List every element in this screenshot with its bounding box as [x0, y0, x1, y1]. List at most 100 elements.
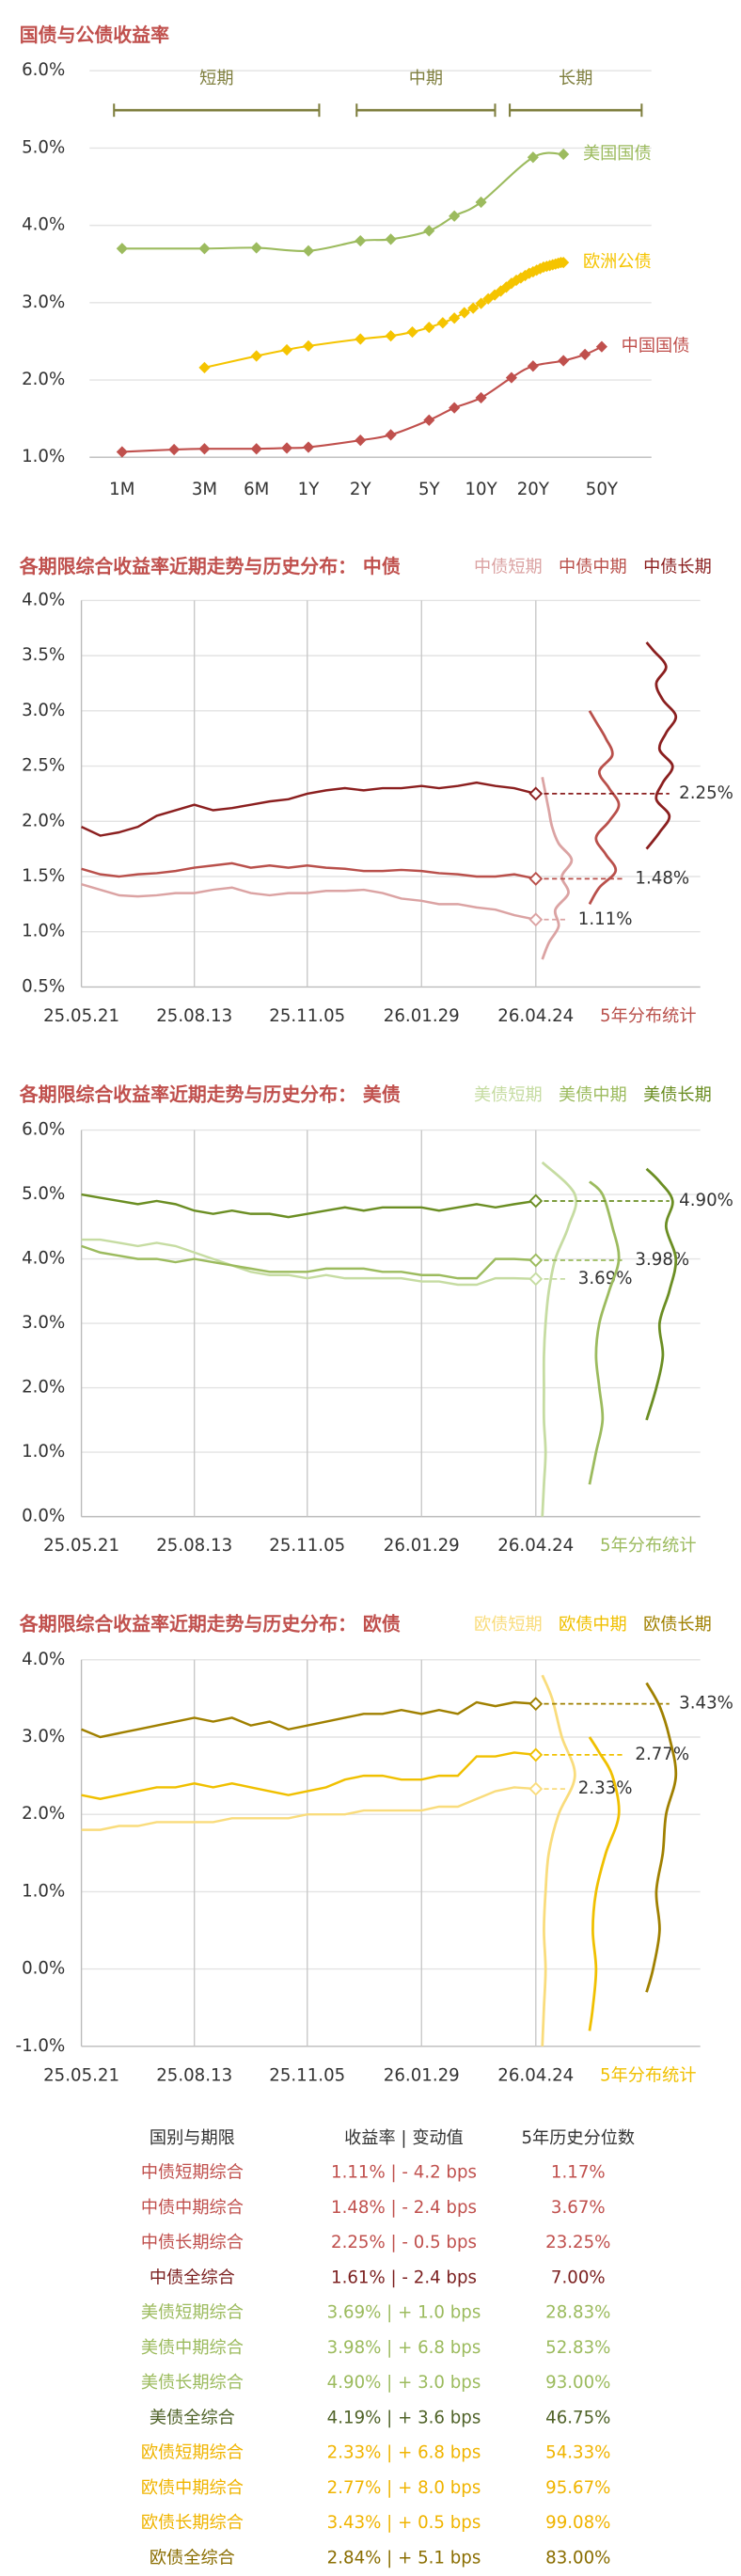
y-tick-label: 4.0% [22, 215, 65, 235]
point-marker [280, 343, 293, 356]
table-cell: 3.67% [551, 2198, 606, 2218]
x-tick-label: 3M [192, 480, 217, 499]
x-tick-label: 25.11.05 [269, 1006, 345, 1026]
table-cell: 95.67% [545, 2478, 610, 2498]
distribution-label: 5年分布统计 [600, 1536, 696, 1556]
legend-entry: 中债中期 [559, 557, 627, 577]
y-tick-label: 3.0% [22, 701, 65, 720]
point-marker [475, 391, 487, 404]
table-cell: 中债全综合 [150, 2268, 235, 2287]
x-tick-label: 10Y [465, 480, 497, 499]
point-marker [595, 340, 607, 353]
series-line [81, 1786, 536, 1831]
last-point-marker [528, 912, 544, 927]
y-tick-label: 0.5% [22, 976, 65, 996]
series-line [81, 861, 537, 880]
y-tick-label: -1.0% [16, 2036, 66, 2056]
legend-entry: 中债短期 [474, 557, 543, 577]
legend-entry: 欧债中期 [559, 1615, 627, 1635]
table-cell: 23.25% [545, 2233, 610, 2252]
last-point-marker [528, 1272, 544, 1287]
point-marker [385, 330, 397, 342]
table-cell: 2.33% | + 6.8 bps [327, 2442, 481, 2462]
point-marker [527, 360, 539, 372]
chart-title: 各期限综合收益率近期走势与历史分布： 欧债 [19, 1612, 401, 1635]
x-tick-label: 25.08.13 [156, 1006, 232, 1026]
y-tick-label: 3.0% [22, 1313, 65, 1333]
table-cell: 1.11% | - 4.2 bps [331, 2162, 477, 2182]
last-point-marker [528, 786, 544, 801]
y-tick-label: 4.0% [22, 590, 65, 609]
y-tick-label: 3.5% [22, 645, 65, 665]
distribution-curve [588, 710, 621, 906]
table-cell: 28.83% [545, 2302, 610, 2322]
last-point-marker [528, 1781, 544, 1796]
table-cell: 欧债中期综合 [141, 2478, 244, 2498]
x-tick-label: 1M [109, 480, 134, 499]
series-line [81, 883, 537, 921]
distribution-curve [588, 1180, 621, 1485]
x-tick-label: 25.08.13 [156, 1536, 232, 1556]
x-tick-label: 26.01.29 [384, 2065, 460, 2085]
y-tick-label: 2.5% [22, 755, 65, 775]
distribution-curve [541, 777, 574, 960]
x-tick-label: 25.05.21 [43, 1536, 119, 1556]
point-marker [168, 443, 181, 456]
x-tick-label: 26.01.29 [384, 1536, 460, 1556]
series-line [121, 345, 603, 453]
table-cell: 2.77% | + 8.0 bps [327, 2478, 481, 2498]
y-tick-label: 5.0% [22, 1184, 65, 1204]
chart-title: 各期限综合收益率近期走势与历史分布： 中债 [19, 555, 401, 577]
table-cell: 3.69% | + 1.0 bps [327, 2302, 481, 2322]
point-marker [280, 442, 293, 454]
point-marker [475, 297, 487, 309]
series-line [121, 151, 564, 253]
last-point-marker [528, 1253, 544, 1268]
last-value-label: 1.11% [578, 909, 633, 929]
table-cell: 4.19% | + 3.6 bps [327, 2408, 481, 2427]
chart-title: 国债与公债收益率 [20, 24, 169, 46]
table-cell: 欧债短期综合 [141, 2442, 244, 2462]
table-cell: 美债长期综合 [141, 2373, 244, 2393]
table-cell: 中债长期综合 [141, 2233, 244, 2252]
y-tick-label: 1.0% [22, 447, 65, 466]
y-tick-label: 2.0% [22, 1378, 65, 1398]
table-cell: 2.25% | - 0.5 bps [331, 2233, 477, 2252]
group-label: 短期 [199, 69, 233, 88]
last-value-label: 3.43% [679, 1694, 733, 1714]
point-marker [355, 234, 367, 247]
table-cell: 美债短期综合 [141, 2302, 244, 2322]
point-marker [198, 443, 211, 455]
last-value-label: 2.25% [679, 783, 733, 803]
y-tick-label: 4.0% [22, 1650, 65, 1669]
distribution-curve [645, 1167, 678, 1421]
series-line [81, 1238, 536, 1287]
last-value-label: 1.48% [635, 868, 689, 888]
point-marker [198, 361, 211, 373]
point-marker [458, 307, 470, 319]
last-point-marker [528, 1193, 544, 1209]
legend-entry: 美债长期 [643, 1085, 712, 1105]
table-cell: 54.33% [545, 2442, 610, 2462]
table-cell: 2.84% | + 5.1 bps [327, 2548, 481, 2568]
last-point-marker [528, 1747, 544, 1762]
table-cell: 1.48% | - 2.4 bps [331, 2198, 477, 2218]
series-label: 欧洲公债 [583, 252, 652, 272]
y-tick-label: 5.0% [22, 137, 65, 157]
chart-title: 各期限综合收益率近期走势与历史分布： 美债 [19, 1083, 401, 1105]
point-marker [436, 317, 449, 329]
y-tick-label: 2.0% [22, 811, 65, 830]
series-line [81, 781, 537, 837]
x-tick-label: 26.04.24 [497, 1006, 574, 1026]
x-tick-label: 2Y [350, 480, 372, 499]
y-tick-label: 1.0% [22, 1442, 65, 1462]
y-tick-label: 2.0% [22, 370, 65, 389]
distribution-curve [588, 1736, 621, 2031]
point-marker [423, 414, 435, 426]
table-cell: 4.90% | + 3.0 bps [327, 2373, 481, 2393]
x-tick-label: 25.05.21 [43, 2065, 119, 2085]
legend-entry: 中债长期 [643, 557, 712, 577]
point-marker [385, 233, 397, 245]
y-tick-label: 6.0% [22, 60, 65, 80]
series-line [204, 261, 564, 369]
